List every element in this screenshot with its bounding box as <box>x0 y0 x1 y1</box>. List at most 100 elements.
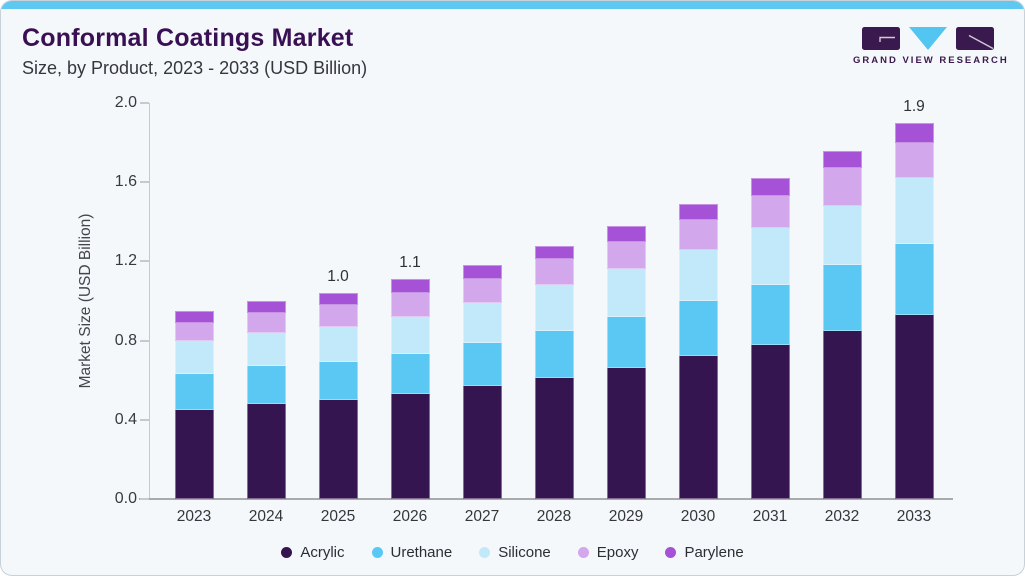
bar-segment-acrylic <box>678 356 718 499</box>
bar-group-2028: 2028 <box>534 245 574 525</box>
bar-segment-urethane <box>606 316 646 369</box>
bar-segment-silicone <box>390 316 430 355</box>
bar-segment-epoxy <box>894 142 934 179</box>
bar-segment-urethane <box>246 366 286 404</box>
bar-segment-acrylic <box>390 394 430 499</box>
y-axis-tick-label: 0.4 <box>114 410 137 428</box>
bar-segment-parylene <box>246 301 286 313</box>
bar-segment-acrylic <box>534 378 574 499</box>
legend-swatch-urethane-icon <box>371 547 383 558</box>
bar-segment-acrylic <box>750 344 790 499</box>
bar-group-2023: 2023 <box>174 310 214 525</box>
bar-segment-acrylic <box>246 403 286 499</box>
legend-item-silicone: Silicone <box>479 544 551 561</box>
bar-segment-silicone <box>534 285 574 331</box>
bar-segment-silicone <box>246 332 286 367</box>
bar-segment-parylene <box>318 293 358 305</box>
y-axis-tick <box>140 260 149 263</box>
x-axis-label: 2033 <box>896 508 932 525</box>
x-axis-label: 2026 <box>392 508 428 525</box>
bar-segment-parylene <box>750 178 790 197</box>
bar-segment-silicone <box>894 178 934 244</box>
legend-swatch-parylene-icon <box>665 547 677 558</box>
bar-value-label: 1.9 <box>903 97 925 115</box>
bar-segment-parylene <box>822 150 862 169</box>
bar-segment-epoxy <box>678 219 718 250</box>
bar-segment-epoxy <box>750 196 790 228</box>
bar-segment-acrylic <box>318 399 358 499</box>
legend-item-label: Silicone <box>498 544 551 561</box>
y-axis-tick <box>140 339 149 342</box>
bar-segment-urethane <box>174 374 214 410</box>
bar-segment-parylene <box>534 245 574 260</box>
bar-segment-silicone <box>174 340 214 375</box>
x-axis-label: 2029 <box>608 508 644 525</box>
legend-item-epoxy: Epoxy <box>577 544 639 561</box>
bar-segment-acrylic <box>606 368 646 499</box>
bar-segment-acrylic <box>174 409 214 499</box>
legend-swatch-epoxy-icon <box>577 547 589 558</box>
bar-value-label: 1.1 <box>399 254 421 272</box>
y-axis-tick-label: 0.8 <box>114 331 137 349</box>
legend-item-label: Parylene <box>684 544 744 561</box>
legend-item-label: Urethane <box>390 544 453 561</box>
y-axis-tick <box>140 498 149 500</box>
legend-item-label: Epoxy <box>596 544 639 561</box>
x-axis-label: 2023 <box>176 508 212 525</box>
y-axis-tick-label: 2.0 <box>114 94 137 111</box>
bar-segment-silicone <box>606 269 646 317</box>
x-axis-label: 2028 <box>536 508 572 525</box>
bar-segment-epoxy <box>318 304 358 327</box>
y-axis-line <box>149 103 150 499</box>
bar-segment-acrylic <box>894 314 934 499</box>
bar-segment-silicone <box>462 302 502 343</box>
bar-group-2031: 2031 <box>750 178 790 525</box>
bar-segment-silicone <box>318 326 358 363</box>
bar-segment-urethane <box>390 354 430 395</box>
bar-segment-epoxy <box>246 312 286 333</box>
y-axis-tick <box>140 102 149 104</box>
y-axis-title: Market Size (USD Billion) <box>77 213 94 389</box>
bar-segment-parylene <box>390 279 430 294</box>
bar-segment-silicone <box>750 227 790 286</box>
bar-segment-parylene <box>894 122 934 143</box>
page-subtitle: Size, by Product, 2023 - 2033 (USD Billi… <box>22 57 368 78</box>
bar-segment-parylene <box>606 225 646 242</box>
title-block: Conformal Coatings Market Size, by Produ… <box>22 24 368 79</box>
legend-item-urethane: Urethane <box>371 544 453 561</box>
logo-text: GRAND VIEW RESEARCH <box>853 55 1009 66</box>
bar-segment-urethane <box>894 243 934 315</box>
bar-segment-parylene <box>174 310 214 323</box>
bar-group-2025: 1.0 2025 <box>318 268 358 525</box>
bar-segment-urethane <box>750 285 790 345</box>
bar-segment-acrylic <box>822 330 862 499</box>
x-axis-label: 2031 <box>752 508 788 525</box>
bar-segment-parylene <box>462 265 502 280</box>
bar-value-label: 1.0 <box>327 268 349 286</box>
x-axis-label: 2027 <box>464 508 500 525</box>
y-axis-tick-label: 0.0 <box>114 490 137 507</box>
x-axis-label: 2032 <box>824 508 860 525</box>
bar-segment-epoxy <box>822 168 862 206</box>
legend: Acrylic Urethane Silicone Epoxy Parylene <box>1 544 1024 561</box>
bar-segment-silicone <box>678 249 718 301</box>
bar-segment-epoxy <box>534 259 574 286</box>
bar-group-2029: 2029 <box>606 225 646 525</box>
bar-segment-epoxy <box>606 241 646 270</box>
legend-item-acrylic: Acrylic <box>281 544 345 561</box>
accent-bar <box>1 1 1024 9</box>
header: Conformal Coatings Market Size, by Produ… <box>22 24 1009 79</box>
page-title: Conformal Coatings Market <box>22 24 354 52</box>
bar-segment-urethane <box>678 300 718 357</box>
x-axis-label: 2030 <box>680 508 716 525</box>
y-axis-tick <box>140 418 149 421</box>
bar-segment-urethane <box>462 342 502 387</box>
bar-segment-acrylic <box>462 386 502 499</box>
y-axis-tick <box>140 181 149 184</box>
bar-group-2032: 2032 <box>822 150 862 525</box>
legend-item-label: Acrylic <box>300 544 345 561</box>
legend-swatch-acrylic-icon <box>281 547 293 558</box>
bar-segment-parylene <box>678 203 718 220</box>
x-axis-label: 2025 <box>320 508 356 525</box>
